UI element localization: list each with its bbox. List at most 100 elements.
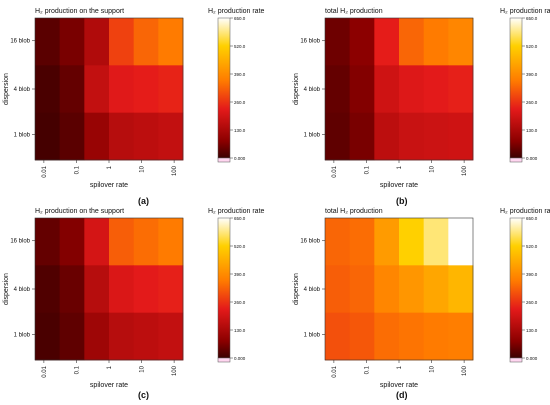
x-tick-label: 100 <box>172 165 178 176</box>
colorbar-tick-label: 650.0 <box>526 216 538 221</box>
heatmap-cell <box>109 112 135 161</box>
y-tick-label: 16 blob <box>10 239 30 245</box>
x-tick-label: 0.01 <box>332 365 338 377</box>
heatmap-cell <box>448 65 474 114</box>
x-tick-label: 1 <box>107 165 113 169</box>
y-axis-label: dispersion <box>293 273 300 305</box>
heatmap-cell <box>423 18 449 66</box>
x-tick-label: 0.01 <box>42 365 48 377</box>
x-axis: 0.01 0.1 1 10 100 spilover rate <box>42 160 178 189</box>
heatmap-cells <box>325 218 474 361</box>
heatmap-cells <box>325 18 474 161</box>
colorbar-tick-label: 0.000 <box>234 356 246 361</box>
heatmap-cell <box>35 265 61 314</box>
heatmap-cell <box>84 265 110 314</box>
colorbar-tick-label: 130.0 <box>234 128 246 133</box>
y-tick-label: 4 blob <box>304 287 321 293</box>
heatmap-cell <box>158 265 184 314</box>
heatmap-cell <box>133 65 159 114</box>
x-axis-label: spilover rate <box>380 382 418 389</box>
x-tick-label: 0.1 <box>364 165 370 174</box>
heatmap-cell <box>84 218 110 266</box>
y-axis-label: dispersion <box>293 73 300 105</box>
y-axis: 16 blob 4 blob 1 blob dispersion <box>3 39 35 138</box>
colorbar-tick-label: 650.0 <box>526 16 538 21</box>
heatmap-cell <box>399 312 425 361</box>
heatmap-cell <box>423 218 449 266</box>
heatmap-cell <box>423 265 449 314</box>
y-tick-label: 1 blob <box>14 332 31 338</box>
colorbar-tick-label: 130.0 <box>526 328 538 333</box>
heatmap-cell <box>109 312 135 361</box>
panel-title: total H₂ production <box>325 208 383 215</box>
colorbar-title: H₂ production rate <box>500 208 550 215</box>
heatmap-cell <box>423 65 449 114</box>
heatmap-cell <box>349 265 375 314</box>
heatmap-cell <box>35 112 61 161</box>
heatmap-cell <box>423 312 449 361</box>
heatmap-cell <box>374 218 400 266</box>
heatmap-cell <box>399 218 425 266</box>
heatmap-cell <box>59 218 85 266</box>
heatmap-cell <box>399 65 425 114</box>
x-tick-label: 10 <box>140 165 146 172</box>
y-tick-label: 4 blob <box>14 87 31 93</box>
colorbar-tick-label: 390.0 <box>234 72 246 77</box>
y-axis: 16 blob 4 blob 1 blob dispersion <box>293 39 325 138</box>
heatmap-cell <box>158 218 184 266</box>
heatmap-cell <box>35 312 61 361</box>
heatmap-cell <box>59 65 85 114</box>
y-axis: 16 blob 4 blob 1 blob dispersion <box>293 239 325 338</box>
heatmap-cell <box>325 265 351 314</box>
x-tick-label: 0.01 <box>332 165 338 177</box>
heatmap-cell <box>133 265 159 314</box>
heatmap-cell <box>59 312 85 361</box>
y-tick-label: 1 blob <box>304 132 321 138</box>
heatmap-cell <box>84 312 110 361</box>
heatmap-cell <box>109 18 135 66</box>
panel-label: (d) <box>396 390 408 400</box>
heatmap-cell <box>349 218 375 266</box>
x-tick-label: 10 <box>140 365 146 372</box>
x-tick-label: 10 <box>430 365 436 372</box>
x-tick-label: 100 <box>172 365 178 376</box>
heatmap-cell <box>374 112 400 161</box>
y-axis: 16 blob 4 blob 1 blob dispersion <box>3 239 35 338</box>
heatmap-cell <box>109 218 135 266</box>
heatmap-cell <box>35 65 61 114</box>
colorbar-underflow <box>217 357 231 363</box>
x-axis-label: spilover rate <box>90 382 128 389</box>
panel-title: total H₂ production <box>325 8 383 15</box>
y-axis-label: dispersion <box>3 73 10 105</box>
heatmap-cell <box>35 218 61 266</box>
heatmap-cell <box>374 65 400 114</box>
x-tick-label: 0.1 <box>364 365 370 374</box>
colorbar-gradient <box>217 217 231 359</box>
heatmap-cell <box>448 218 474 266</box>
heatmap-cell <box>133 112 159 161</box>
heatmap-cell <box>349 112 375 161</box>
heatmap-cell <box>158 65 184 114</box>
x-axis: 0.01 0.1 1 10 100 spilover rate <box>42 360 178 389</box>
colorbar-tick-label: 130.0 <box>234 328 246 333</box>
x-axis-label: spilover rate <box>90 182 128 189</box>
heatmap-cell <box>84 112 110 161</box>
colorbar-underflow <box>509 357 523 363</box>
panel-label: (a) <box>138 196 149 206</box>
x-tick-label: 1 <box>107 365 113 369</box>
heatmap-cell <box>325 218 351 266</box>
colorbar-underflow <box>509 157 523 163</box>
heatmap-cell <box>109 65 135 114</box>
heatmap-cell <box>59 265 85 314</box>
heatmap-cell <box>325 312 351 361</box>
heatmap-cell <box>399 18 425 66</box>
x-tick-label: 0.1 <box>74 365 80 374</box>
heatmap-cell <box>325 65 351 114</box>
heatmap-cell <box>448 112 474 161</box>
y-tick-label: 16 blob <box>300 39 320 45</box>
heatmap-cell <box>158 112 184 161</box>
colorbar-tick-label: 520.0 <box>526 244 538 249</box>
colorbar-tick-label: 390.0 <box>526 272 538 277</box>
